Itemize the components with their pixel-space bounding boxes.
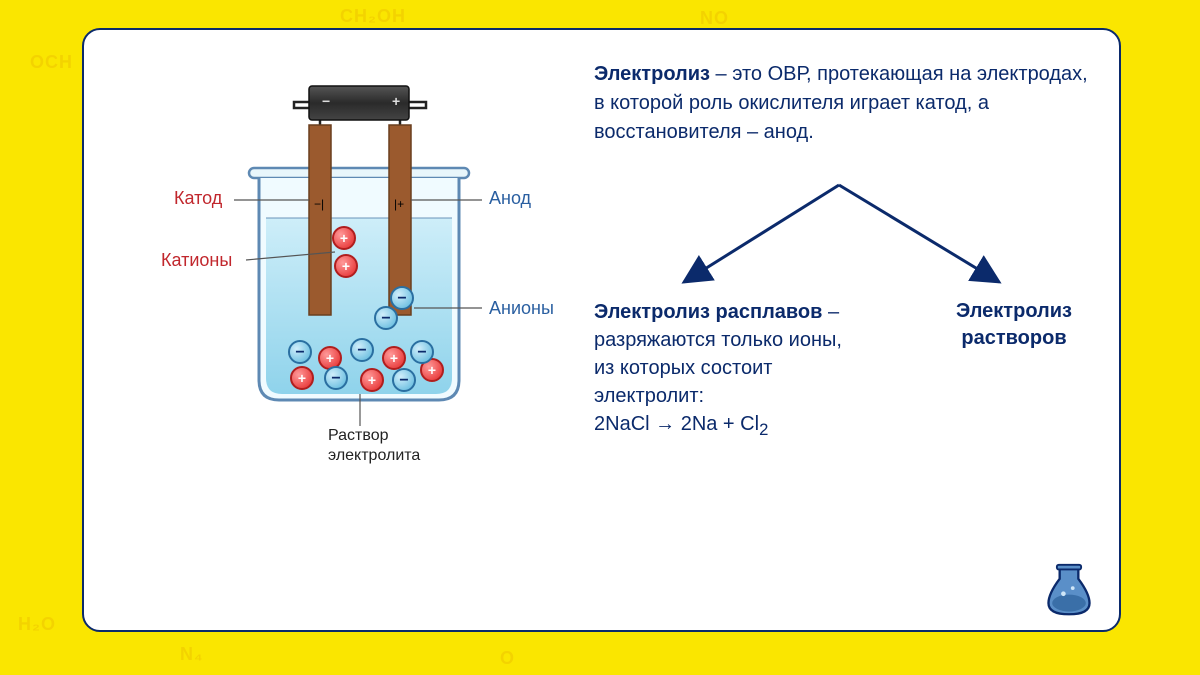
svg-text:+: + <box>392 93 400 109</box>
decor-formula: O <box>500 648 515 669</box>
svg-text:−: − <box>331 370 340 387</box>
anions-label: Анионы <box>489 298 554 319</box>
branch-melts: Электролиз расплавов – разряжаются тольк… <box>594 298 854 441</box>
electrolysis-diagram: − + −| |+ + + + <box>114 60 574 480</box>
svg-text:+: + <box>390 350 398 366</box>
svg-text:+: + <box>342 258 350 274</box>
svg-text:+: + <box>340 230 348 246</box>
svg-text:−: − <box>417 344 426 361</box>
svg-text:−: − <box>399 372 408 389</box>
definition-text: Электролиз – это ОВР, протекающая на эле… <box>594 60 1094 147</box>
branch-right-l1: Электролиз <box>956 300 1072 322</box>
decor-formula: CH₂OH <box>340 6 406 27</box>
decor-formula: N₄ <box>180 644 204 665</box>
definition-term: Электролиз <box>594 63 710 85</box>
flask-icon <box>1041 562 1097 618</box>
cathode-label: Катод <box>174 188 222 209</box>
solution-label: Раствор электролита <box>328 426 420 466</box>
anode-label: Анод <box>489 188 531 209</box>
svg-text:+: + <box>298 370 306 386</box>
solution-line1: Раствор <box>328 427 388 444</box>
branch-left-term: Электролиз расплавов <box>594 301 822 323</box>
svg-text:−: − <box>397 290 406 307</box>
slide-page: CH₂OH NO OCH H₂O N₄ O <box>0 0 1200 675</box>
decor-formula: NO <box>700 8 729 29</box>
cations-label: Катионы <box>161 250 232 271</box>
solution-line2: электролита <box>328 447 420 464</box>
svg-text:−: − <box>381 310 390 327</box>
content-card: − + −| |+ + + + <box>82 28 1121 632</box>
branch-right-l2: растворов <box>961 327 1066 349</box>
svg-text:+: + <box>428 362 436 378</box>
svg-text:+: + <box>326 350 334 366</box>
svg-text:+: + <box>368 372 376 388</box>
decor-formula: OCH <box>30 52 73 73</box>
svg-text:−: − <box>357 342 366 359</box>
svg-text:−|: −| <box>314 197 324 211</box>
branch-solutions: Электролиз растворов <box>904 298 1124 352</box>
svg-text:−: − <box>295 344 304 361</box>
branch-left-equation: 2NaCl → 2Na + Cl2 <box>594 413 768 435</box>
svg-text:−: − <box>322 93 330 109</box>
svg-text:|+: |+ <box>394 197 404 211</box>
decor-formula: H₂O <box>18 614 56 635</box>
